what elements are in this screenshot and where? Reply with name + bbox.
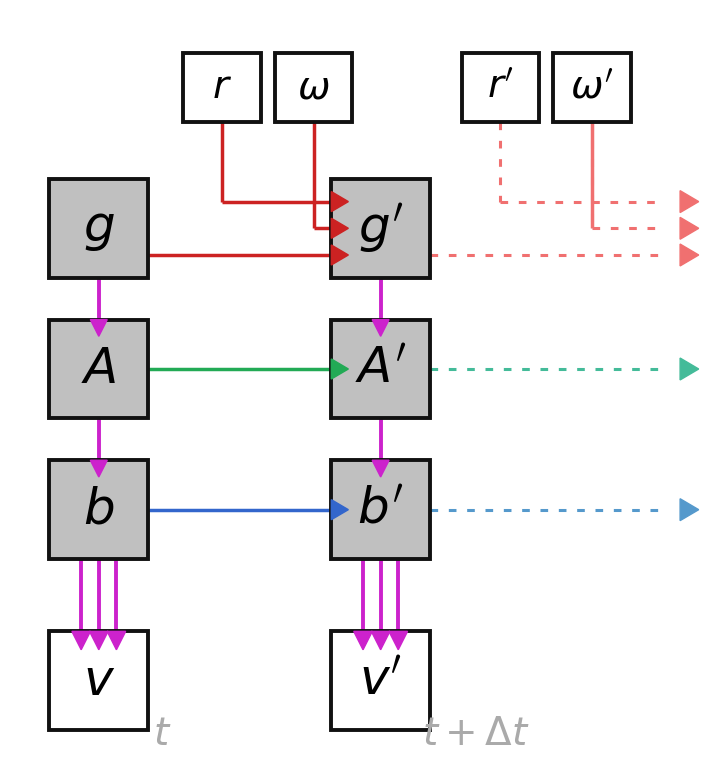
Polygon shape xyxy=(72,632,91,650)
Polygon shape xyxy=(331,192,349,212)
Bar xyxy=(553,54,631,122)
Text: $\omega'$: $\omega'$ xyxy=(570,69,614,106)
Text: $b$: $b$ xyxy=(83,485,114,535)
Text: $t$: $t$ xyxy=(153,716,171,753)
Polygon shape xyxy=(372,320,389,336)
Polygon shape xyxy=(680,191,699,213)
Bar xyxy=(331,460,430,559)
Polygon shape xyxy=(389,632,408,650)
Bar xyxy=(462,54,539,122)
Bar xyxy=(50,320,148,418)
Text: $v$: $v$ xyxy=(83,656,115,705)
Text: $g'$: $g'$ xyxy=(358,202,403,255)
Text: $r$: $r$ xyxy=(212,69,232,106)
Polygon shape xyxy=(371,632,390,650)
Polygon shape xyxy=(91,460,107,477)
Text: $t+\Delta t$: $t+\Delta t$ xyxy=(422,716,530,753)
Bar xyxy=(183,54,261,122)
Polygon shape xyxy=(331,245,349,265)
Polygon shape xyxy=(331,359,349,379)
Polygon shape xyxy=(680,499,699,521)
Polygon shape xyxy=(331,218,349,238)
Text: $r'$: $r'$ xyxy=(487,69,514,106)
Bar xyxy=(331,178,430,278)
Polygon shape xyxy=(89,632,108,650)
Bar xyxy=(50,632,148,730)
Text: $A'$: $A'$ xyxy=(355,345,406,393)
Polygon shape xyxy=(107,632,126,650)
Polygon shape xyxy=(680,358,699,380)
Bar xyxy=(275,54,352,122)
Text: $v'$: $v'$ xyxy=(360,656,402,705)
Text: $\omega$: $\omega$ xyxy=(297,69,330,106)
Text: $g$: $g$ xyxy=(83,203,115,253)
Bar xyxy=(50,460,148,559)
Polygon shape xyxy=(372,460,389,477)
Bar xyxy=(50,178,148,278)
Bar xyxy=(331,320,430,418)
Polygon shape xyxy=(91,320,107,336)
Polygon shape xyxy=(331,500,349,520)
Polygon shape xyxy=(680,217,699,239)
Text: $b'$: $b'$ xyxy=(357,485,404,535)
Bar xyxy=(331,632,430,730)
Polygon shape xyxy=(354,632,372,650)
Text: $A$: $A$ xyxy=(81,345,116,393)
Polygon shape xyxy=(680,244,699,266)
